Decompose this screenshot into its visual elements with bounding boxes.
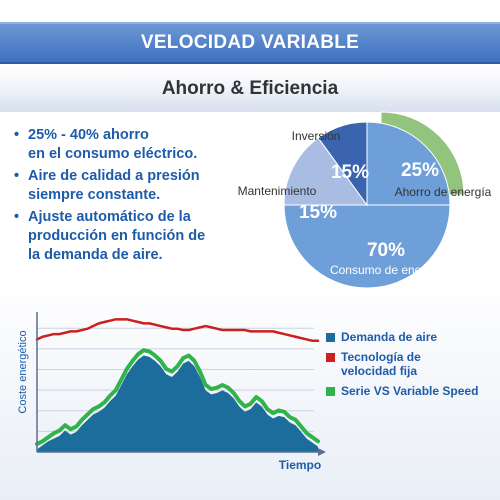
pie-label-investment: Inversión — [292, 129, 341, 143]
pie-label-maintenance: Mantenimiento — [238, 184, 317, 198]
page-title: VELOCIDAD VARIABLE — [140, 32, 360, 53]
x-axis-arrow-icon — [318, 448, 326, 456]
pie-slice-energy-upper — [366, 121, 451, 206]
legend-item-demand: Demanda de aire — [326, 330, 496, 344]
pie-value-savings: 25% — [401, 160, 439, 181]
pie-slice-maintenance — [283, 137, 368, 206]
x-axis-label: Tiempo — [279, 458, 321, 472]
legend-swatch-demand — [326, 333, 335, 342]
series-area-demand — [37, 355, 318, 452]
series-line-variable-speed — [35, 348, 320, 446]
benefit-text: 25% - 40% ahorro en el consumo eléctrico… — [28, 127, 198, 162]
page-subtitle: Ahorro & Eficiencia — [161, 78, 339, 99]
benefit-text: Ajuste automático de la producción en fu… — [28, 209, 206, 263]
legend-swatch-variable-speed — [326, 387, 335, 396]
legend-label-variable-speed: Serie VS Variable Speed — [341, 384, 479, 398]
benefit-item: Ajuste automático de la producción en fu… — [14, 208, 244, 265]
pie-label-energy: Consumo de energía — [330, 263, 442, 277]
subtitle-banner: Ahorro & Eficiencia — [0, 66, 500, 112]
pie-value-energy: 70% — [367, 240, 405, 261]
pie-slice-energy — [283, 204, 451, 289]
pie-value-investment: 15% — [331, 162, 369, 183]
chart-legend: Demanda de aire Tecnología de velocidad … — [326, 330, 496, 404]
benefit-item: 25% - 40% ahorro en el consumo eléctrico… — [14, 126, 244, 164]
legend-label-demand: Demanda de aire — [341, 330, 438, 344]
legend-swatch-fixed-speed — [326, 353, 335, 362]
benefit-item: Aire de calidad a presión siempre consta… — [14, 167, 244, 205]
benefit-text: Aire de calidad a presión siempre consta… — [28, 168, 200, 203]
header-banner: VELOCIDAD VARIABLE — [0, 22, 500, 64]
legend-item-fixed-speed: Tecnología de velocidad fija — [326, 350, 496, 378]
pie-slice-investment — [317, 121, 368, 207]
legend-item-variable-speed: Serie VS Variable Speed — [326, 384, 496, 398]
y-axis-label: Coste energético — [17, 330, 29, 413]
pie-label-savings: Ahorro de energía — [395, 185, 492, 199]
benefits-list: 25% - 40% ahorro en el consumo eléctrico… — [14, 126, 244, 268]
pie-value-maintenance: 15% — [299, 202, 337, 223]
legend-label-fixed-speed: Tecnología de velocidad fija — [341, 350, 421, 378]
series-line-fixed-speed — [35, 318, 320, 343]
